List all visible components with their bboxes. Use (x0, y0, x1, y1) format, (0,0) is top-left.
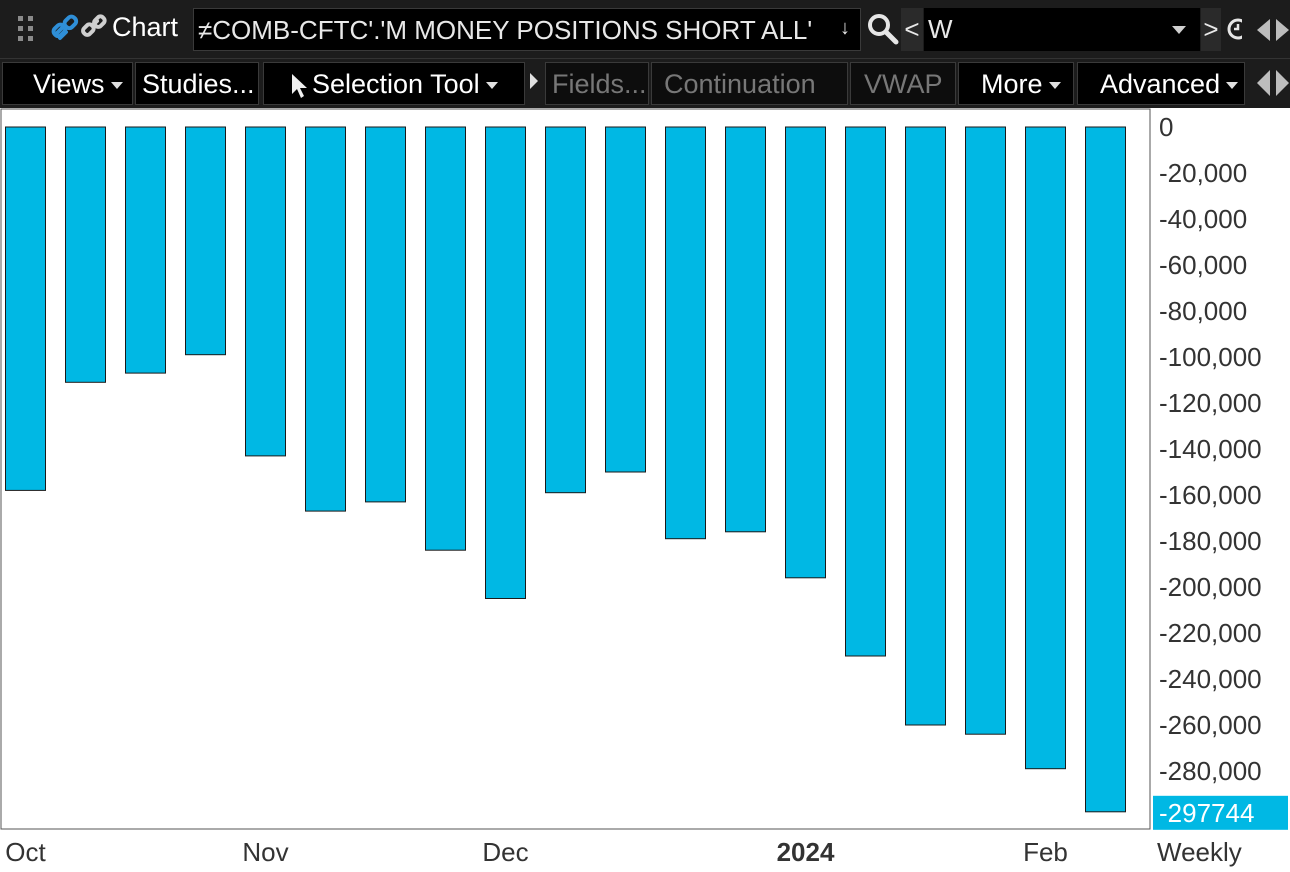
studies-button[interactable]: Studies... (135, 62, 259, 105)
drag-grip-icon[interactable] (18, 16, 38, 44)
bar[interactable] (605, 126, 646, 473)
aggregation-prev-button[interactable]: < (901, 8, 923, 51)
y-tick-label: -260,000 (1159, 710, 1262, 740)
selection-tool-label: Selection Tool (312, 69, 480, 99)
fields-label: Fields... (552, 69, 647, 99)
toolbar-scroll-icon[interactable] (1256, 69, 1290, 97)
bar[interactable] (785, 126, 826, 579)
y-tick-label: -200,000 (1159, 572, 1262, 602)
clock-icon[interactable] (1222, 16, 1242, 42)
aggregation-value: W (928, 14, 953, 44)
bar[interactable] (485, 126, 526, 599)
x-tick-label: 2024 (777, 837, 835, 867)
y-tick-label: -160,000 (1159, 480, 1262, 510)
x-tick-label: Feb (1023, 837, 1068, 867)
bar[interactable] (185, 126, 226, 356)
y-tick-label: -100,000 (1159, 342, 1262, 372)
more-label: More (981, 69, 1043, 99)
y-tick-label: -140,000 (1159, 434, 1262, 464)
x-tick-label: Dec (482, 837, 528, 867)
aggregation-select[interactable]: W (924, 8, 1200, 51)
advanced-label: Advanced (1100, 69, 1221, 99)
top-bar: Chart ≠COMB-CFTC'.'M MONEY POSITIONS SHO… (0, 0, 1290, 58)
bar[interactable] (725, 126, 766, 533)
chevron-down-icon (1048, 82, 1061, 90)
continuation-label: Continuation (664, 69, 816, 99)
symbol-text: ≠COMB-CFTC'.'M MONEY POSITIONS SHORT ALL… (198, 15, 813, 45)
cursor-arrow-icon (292, 73, 307, 98)
selection-tool-button[interactable]: Selection Tool (263, 62, 525, 105)
bar[interactable] (905, 126, 946, 726)
y-tick-label: -40,000 (1159, 204, 1247, 234)
chevron-down-icon (485, 82, 498, 90)
y-tick-label: -60,000 (1159, 250, 1247, 280)
bar[interactable] (1085, 126, 1126, 813)
bar[interactable] (845, 126, 886, 657)
y-tick-label: -220,000 (1159, 618, 1262, 648)
chevron-down-icon (1172, 26, 1186, 34)
views-menu-button[interactable]: Views (2, 62, 133, 105)
y-tick-label: -120,000 (1159, 388, 1262, 418)
bar[interactable] (545, 126, 586, 494)
symbol-history-arrow[interactable]: ↓ (840, 17, 850, 39)
bar[interactable] (305, 126, 346, 512)
bar[interactable] (665, 126, 706, 540)
bar[interactable] (965, 126, 1006, 735)
y-tick-label: 0 (1159, 112, 1173, 142)
bar[interactable] (425, 126, 466, 551)
chevron-down-icon (1226, 82, 1239, 90)
y-tick-label: -180,000 (1159, 526, 1262, 556)
chart-toolbar: Views Studies... Selection Tool Fields..… (0, 58, 1290, 109)
fields-button[interactable]: Fields... (545, 62, 649, 105)
studies-label: Studies... (142, 69, 255, 99)
bar[interactable] (5, 126, 46, 491)
scroll-left-right-icon[interactable] (1256, 18, 1290, 42)
interval-label: Weekly (1157, 837, 1242, 867)
last-value-label: -297744 (1159, 798, 1254, 828)
advanced-menu-button[interactable]: Advanced (1077, 62, 1245, 105)
chart-area[interactable]: 0 -20,000 -40,000 -60,000 -80,000 -100,000 -12… (0, 108, 1290, 872)
bar[interactable] (1025, 126, 1066, 770)
y-tick-label: -280,000 (1159, 756, 1262, 786)
chevron-down-icon (110, 82, 123, 90)
bar[interactable] (125, 126, 166, 374)
vwap-button[interactable]: VWAP (850, 62, 956, 105)
bar[interactable] (65, 126, 106, 383)
toolbar-overflow-icon[interactable] (530, 73, 538, 89)
y-tick-label: -80,000 (1159, 296, 1247, 326)
aggregation-next-button[interactable]: > (1201, 8, 1221, 51)
x-tick-label: Nov (242, 837, 288, 867)
symbol-input[interactable]: ≠COMB-CFTC'.'M MONEY POSITIONS SHORT ALL… (193, 8, 861, 51)
y-tick-label: -20,000 (1159, 158, 1247, 188)
search-icon[interactable] (866, 12, 900, 46)
views-label: Views (33, 69, 105, 99)
last-value-badge (1153, 795, 1288, 830)
link-icon[interactable] (50, 12, 108, 46)
more-menu-button[interactable]: More (958, 62, 1074, 105)
vwap-label: VWAP (864, 69, 943, 99)
window-title: Chart (112, 12, 179, 42)
continuation-button[interactable]: Continuation (651, 62, 848, 105)
y-tick-label: -240,000 (1159, 664, 1262, 694)
bar[interactable] (365, 126, 406, 503)
bar-chart[interactable]: 0 -20,000 -40,000 -60,000 -80,000 -100,000 -12… (0, 108, 1290, 872)
bar[interactable] (245, 126, 286, 457)
x-tick-label: Oct (5, 837, 46, 867)
